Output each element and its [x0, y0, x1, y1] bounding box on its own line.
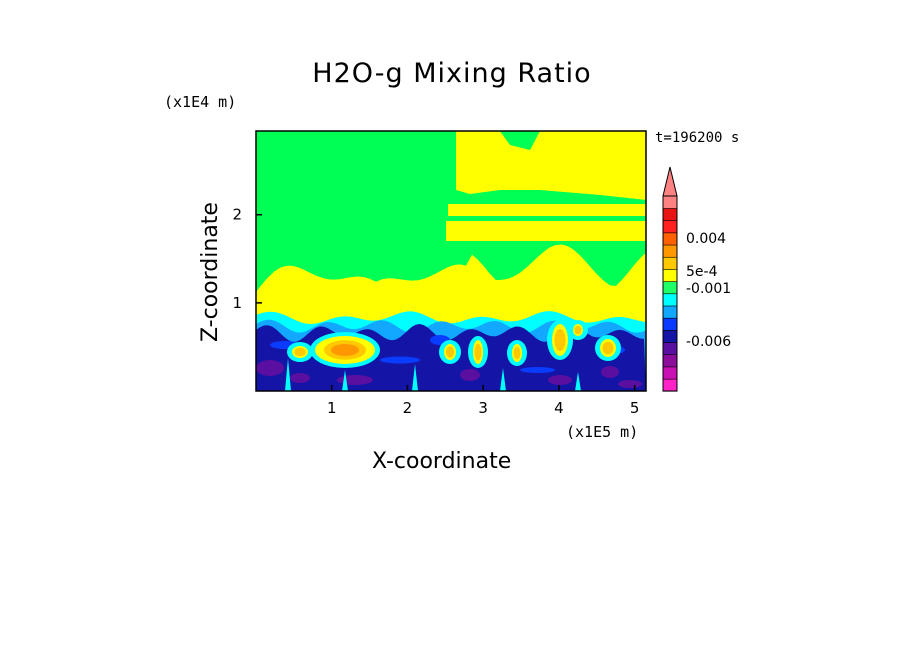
axes: 1 2 3 4 5 1 2 [232, 206, 639, 417]
cyan-filament [342, 370, 348, 391]
deep-pocket [548, 375, 572, 385]
colorbar-cell [662, 281, 678, 295]
plume-core [294, 347, 306, 357]
x-axis-unit: (x1E5 m) [566, 423, 639, 441]
colorbar-cell [662, 354, 678, 368]
upper-band-1 [448, 204, 646, 216]
y-tick-label: 1 [232, 294, 242, 312]
colorbar-cell [662, 293, 678, 307]
deep-pocket [601, 366, 619, 378]
deep-pocket [337, 375, 373, 385]
colorbar-cell [662, 317, 678, 331]
plume-core [445, 346, 455, 358]
plume-core [554, 328, 566, 352]
colorbar-cell [662, 195, 678, 209]
colorbar-cell [662, 244, 678, 258]
deep-pocket [256, 360, 284, 376]
y-tick-label: 2 [232, 206, 242, 224]
upper-band-2 [446, 221, 646, 241]
upper-right-patch [456, 131, 646, 200]
x-tick-label: 3 [478, 399, 488, 417]
x-tick-label: 4 [554, 399, 564, 417]
x-tick-label: 5 [630, 399, 640, 417]
colorbar-extend-arrow [662, 166, 678, 197]
colorbar-label: -0.006 [686, 334, 731, 350]
chart-title: H2O-g Mixing Ratio [312, 58, 592, 89]
deep-pocket [290, 373, 310, 383]
cyan-filament [575, 372, 581, 391]
plume-core [513, 346, 521, 360]
colorbar-label: -0.001 [686, 281, 731, 297]
upper-gap [500, 131, 540, 150]
colorbar-cell [662, 268, 678, 282]
colorbar-cell [662, 220, 678, 234]
contour-field [256, 131, 646, 391]
colorbar-frame [662, 195, 678, 392]
blue-streak [380, 356, 420, 364]
plume-core [574, 325, 582, 335]
deep-pocket [618, 380, 642, 388]
x-tick-label: 1 [327, 399, 337, 417]
y-axis-unit: (x1E4 m) [164, 93, 237, 111]
x-tick-label: 2 [403, 399, 413, 417]
time-label: t=196200 s [655, 130, 740, 146]
blue-streak [520, 367, 555, 373]
cyan-filament [412, 364, 418, 391]
colorbar-cell [662, 329, 678, 343]
colorbar-label: 0.004 [686, 231, 726, 247]
plume-core [474, 343, 482, 361]
cyan-filament [500, 368, 506, 391]
plume-hot [331, 344, 359, 356]
plume-core [602, 341, 614, 355]
colorbar: 0.004 5e-4-0.001 -0.006 [662, 166, 731, 392]
colorbar-cell [662, 366, 678, 380]
plot-frame [255, 130, 647, 392]
colorbar-cell [662, 341, 678, 356]
colorbar-cell [662, 232, 678, 246]
colorbar-cell [662, 378, 678, 392]
cyan-filament [285, 358, 291, 391]
colorbar-cell [662, 256, 678, 270]
colorbar-cell [662, 305, 678, 319]
x-axis-label: X-coordinate [372, 449, 512, 474]
deep-pocket [460, 369, 480, 381]
colorbar-label: 5e-4 [686, 264, 718, 280]
colorbar-cell [662, 207, 678, 221]
